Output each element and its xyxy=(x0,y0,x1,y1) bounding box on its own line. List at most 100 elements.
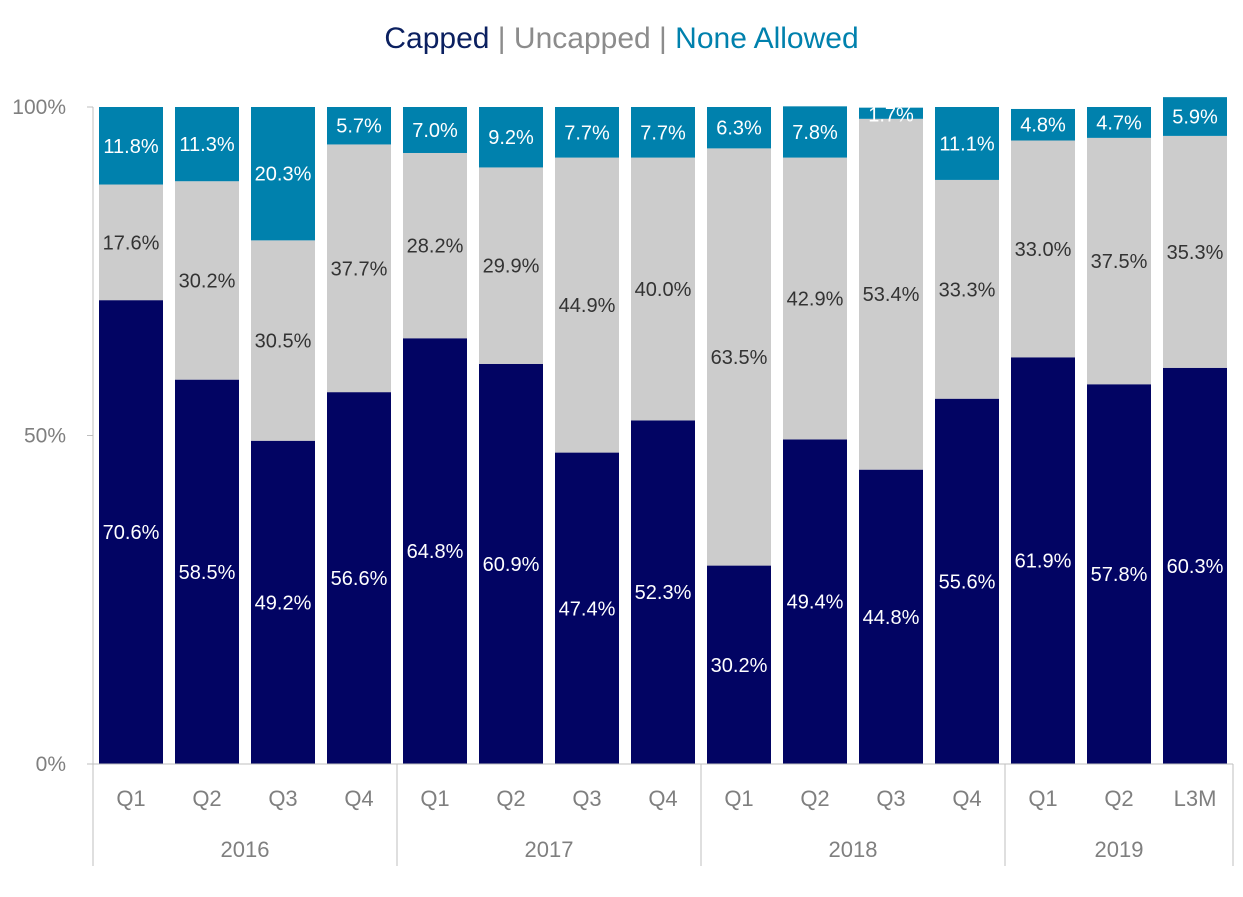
x-group-label: 2018 xyxy=(829,837,878,862)
data-label: 44.9% xyxy=(559,295,616,317)
data-label: 30.5% xyxy=(255,331,312,353)
bar-segment-capped xyxy=(935,398,999,764)
data-label: 7.0% xyxy=(412,120,458,142)
x-category-label: Q4 xyxy=(344,786,373,811)
data-label: 58.5% xyxy=(179,562,236,584)
data-label: 4.7% xyxy=(1096,112,1142,134)
bar-segment-uncapped xyxy=(935,179,999,399)
data-label: 64.8% xyxy=(407,541,464,563)
chart-title-part: Capped xyxy=(384,22,490,55)
x-category-label: Q1 xyxy=(420,786,449,811)
bar-segment-none-allowed xyxy=(1087,107,1151,138)
data-label: 17.6% xyxy=(103,232,160,254)
bar-segment-uncapped xyxy=(479,167,543,364)
bar-segment-capped xyxy=(631,420,695,764)
data-label: 28.2% xyxy=(407,236,464,258)
bar-segment-capped xyxy=(555,452,619,764)
bar-segment-none-allowed xyxy=(251,107,315,241)
bar-segment-none-allowed xyxy=(479,107,543,168)
data-label: 30.2% xyxy=(179,270,236,292)
bar-segment-uncapped xyxy=(251,240,315,441)
chart-title-part: None Allowed xyxy=(675,22,859,55)
data-label: 7.7% xyxy=(564,122,610,144)
x-category-label: Q4 xyxy=(648,786,677,811)
bar-segment-none-allowed xyxy=(555,107,619,158)
data-label: 30.2% xyxy=(711,655,768,677)
data-label: 33.3% xyxy=(939,279,996,301)
chart-title-part: | xyxy=(650,22,676,55)
x-category-label: Q4 xyxy=(952,786,981,811)
x-category-label: Q3 xyxy=(268,786,297,811)
y-tick-label: 50% xyxy=(24,425,66,448)
bar-segment-capped xyxy=(327,392,391,764)
data-label: 49.2% xyxy=(255,592,312,614)
x-category-label: Q2 xyxy=(1104,786,1133,811)
x-category-label: Q3 xyxy=(572,786,601,811)
x-category-label: L3M xyxy=(1174,786,1217,811)
data-label: 44.8% xyxy=(863,607,920,629)
bar-segment-uncapped xyxy=(631,157,695,421)
data-label: 7.8% xyxy=(792,122,838,144)
bar-segment-uncapped xyxy=(859,118,923,470)
x-category-label: Q2 xyxy=(192,786,221,811)
bar-segment-capped xyxy=(251,440,315,764)
data-label: 11.8% xyxy=(103,136,158,158)
bar-segment-uncapped xyxy=(175,181,239,380)
data-label: 5.9% xyxy=(1172,107,1218,129)
data-label: 7.7% xyxy=(640,122,686,144)
x-category-label: Q1 xyxy=(116,786,145,811)
data-label: 9.2% xyxy=(488,127,534,149)
x-category-label: Q2 xyxy=(800,786,829,811)
bar-segment-uncapped xyxy=(1011,140,1075,358)
bar-segment-capped xyxy=(1163,367,1227,764)
bar-segment-none-allowed xyxy=(631,107,695,158)
bar-segment-capped xyxy=(783,439,847,764)
data-label: 60.9% xyxy=(483,554,540,576)
bar-segment-capped xyxy=(859,469,923,764)
bar-segment-none-allowed xyxy=(707,107,771,149)
data-label: 70.6% xyxy=(103,522,160,544)
bar-segment-uncapped xyxy=(99,184,163,301)
data-label: 33.0% xyxy=(1015,239,1072,261)
data-label: 49.4% xyxy=(787,592,844,614)
y-tick-label: 100% xyxy=(12,96,66,119)
x-group-label: 2017 xyxy=(525,837,574,862)
data-label: 47.4% xyxy=(559,598,616,620)
x-category-label: Q2 xyxy=(496,786,525,811)
bar-segment-uncapped xyxy=(707,148,771,566)
x-group-label: 2019 xyxy=(1095,837,1144,862)
bar-segment-capped xyxy=(99,300,163,764)
x-category-label: Q1 xyxy=(724,786,753,811)
data-label: 55.6% xyxy=(939,571,996,593)
bar-segment-capped xyxy=(707,565,771,764)
bar-segment-none-allowed xyxy=(403,107,467,153)
bar-segment-uncapped xyxy=(1087,137,1151,385)
data-label: 5.7% xyxy=(336,116,382,138)
bar-segment-uncapped xyxy=(1163,135,1227,368)
bar-segment-none-allowed xyxy=(327,107,391,145)
bar-segment-capped xyxy=(175,379,239,764)
x-category-label: Q1 xyxy=(1028,786,1057,811)
bar-segment-capped xyxy=(479,363,543,764)
chart-title-part: | xyxy=(489,22,514,55)
data-label: 53.4% xyxy=(863,284,920,306)
data-label: 11.3% xyxy=(179,134,234,156)
bar-segment-none-allowed xyxy=(783,106,847,158)
data-label: 37.7% xyxy=(331,258,388,280)
data-label: 4.8% xyxy=(1020,115,1066,137)
data-label: 1.7% xyxy=(868,105,914,127)
x-category-label: Q3 xyxy=(876,786,905,811)
bar-segment-uncapped xyxy=(783,157,847,440)
x-group-label: 2016 xyxy=(221,837,270,862)
bar-segment-none-allowed xyxy=(1163,97,1227,136)
bar-segment-uncapped xyxy=(327,144,391,393)
bar-segment-none-allowed xyxy=(935,107,999,180)
bar-segment-none-allowed xyxy=(99,107,163,185)
data-label: 20.3% xyxy=(255,164,312,186)
data-label: 52.3% xyxy=(635,582,692,604)
data-label: 40.0% xyxy=(635,279,692,301)
data-label: 42.9% xyxy=(787,289,844,311)
data-label: 63.5% xyxy=(711,347,768,369)
data-label: 35.3% xyxy=(1167,242,1224,264)
